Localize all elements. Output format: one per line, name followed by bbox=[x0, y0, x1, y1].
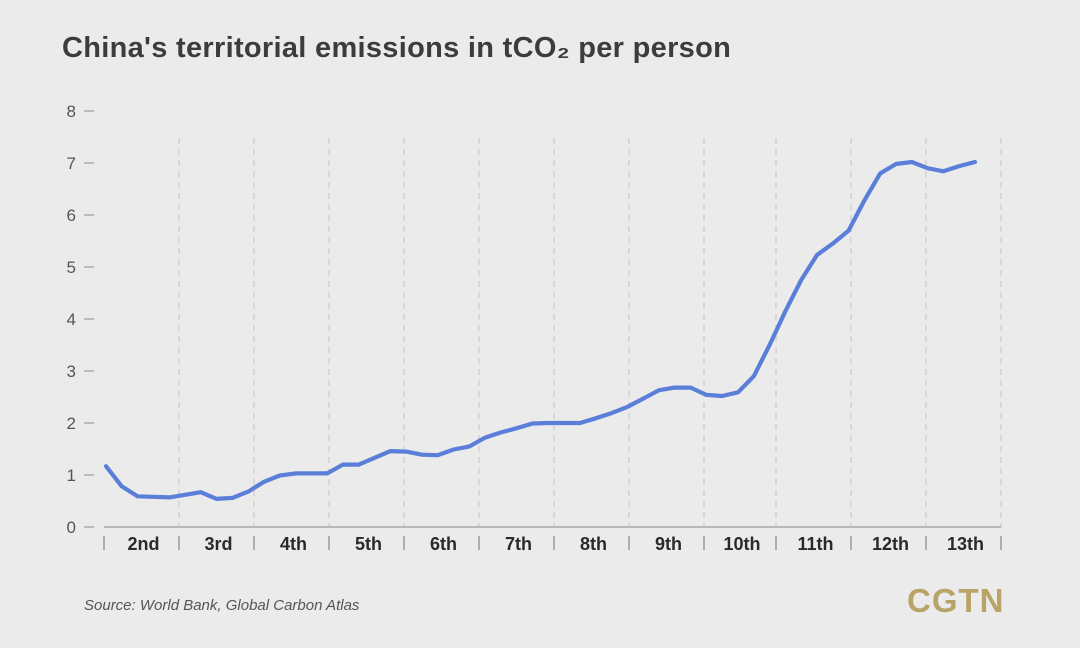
x-category-label: 13th bbox=[947, 534, 984, 554]
grid-layer bbox=[178, 138, 1002, 527]
x-category-label: 5th bbox=[355, 534, 382, 554]
series-layer bbox=[103, 159, 978, 501]
x-category-label: 7th bbox=[505, 534, 532, 554]
x-category-label: 2nd bbox=[127, 534, 159, 554]
y-tick-label: 4 bbox=[67, 310, 76, 329]
x-category-label: 9th bbox=[655, 534, 682, 554]
y-tick-label: 8 bbox=[67, 102, 76, 121]
x-category-label: 8th bbox=[580, 534, 607, 554]
y-tick-label: 3 bbox=[67, 362, 76, 381]
x-category-label: 4th bbox=[280, 534, 307, 554]
x-category-label: 6th bbox=[430, 534, 457, 554]
cgtn-logo: CGTN bbox=[907, 582, 1005, 619]
x-category-label: 12th bbox=[872, 534, 909, 554]
y-tick-label: 6 bbox=[67, 206, 76, 225]
y-tick-label: 0 bbox=[67, 518, 76, 537]
series-line bbox=[103, 159, 978, 501]
y-tick-label: 2 bbox=[67, 414, 76, 433]
chart-title: China's territorial emissions in tCO₂ pe… bbox=[62, 32, 732, 64]
y-tick-label: 5 bbox=[67, 258, 76, 277]
y-tick-label: 1 bbox=[67, 466, 76, 485]
axis-layer bbox=[84, 110, 1002, 550]
y-tick-label: 7 bbox=[67, 154, 76, 173]
x-category-label: 3rd bbox=[204, 534, 232, 554]
x-category-label: 10th bbox=[723, 534, 760, 554]
source-note: Source: World Bank, Global Carbon Atlas bbox=[84, 597, 360, 614]
label-layer: 0 1 2 3 4 5 6 7 8 2nd 3rd 4th 5th 6th 7th 8th 9th 10th 11t… bbox=[67, 102, 984, 554]
x-category-label: 11th bbox=[797, 534, 833, 554]
